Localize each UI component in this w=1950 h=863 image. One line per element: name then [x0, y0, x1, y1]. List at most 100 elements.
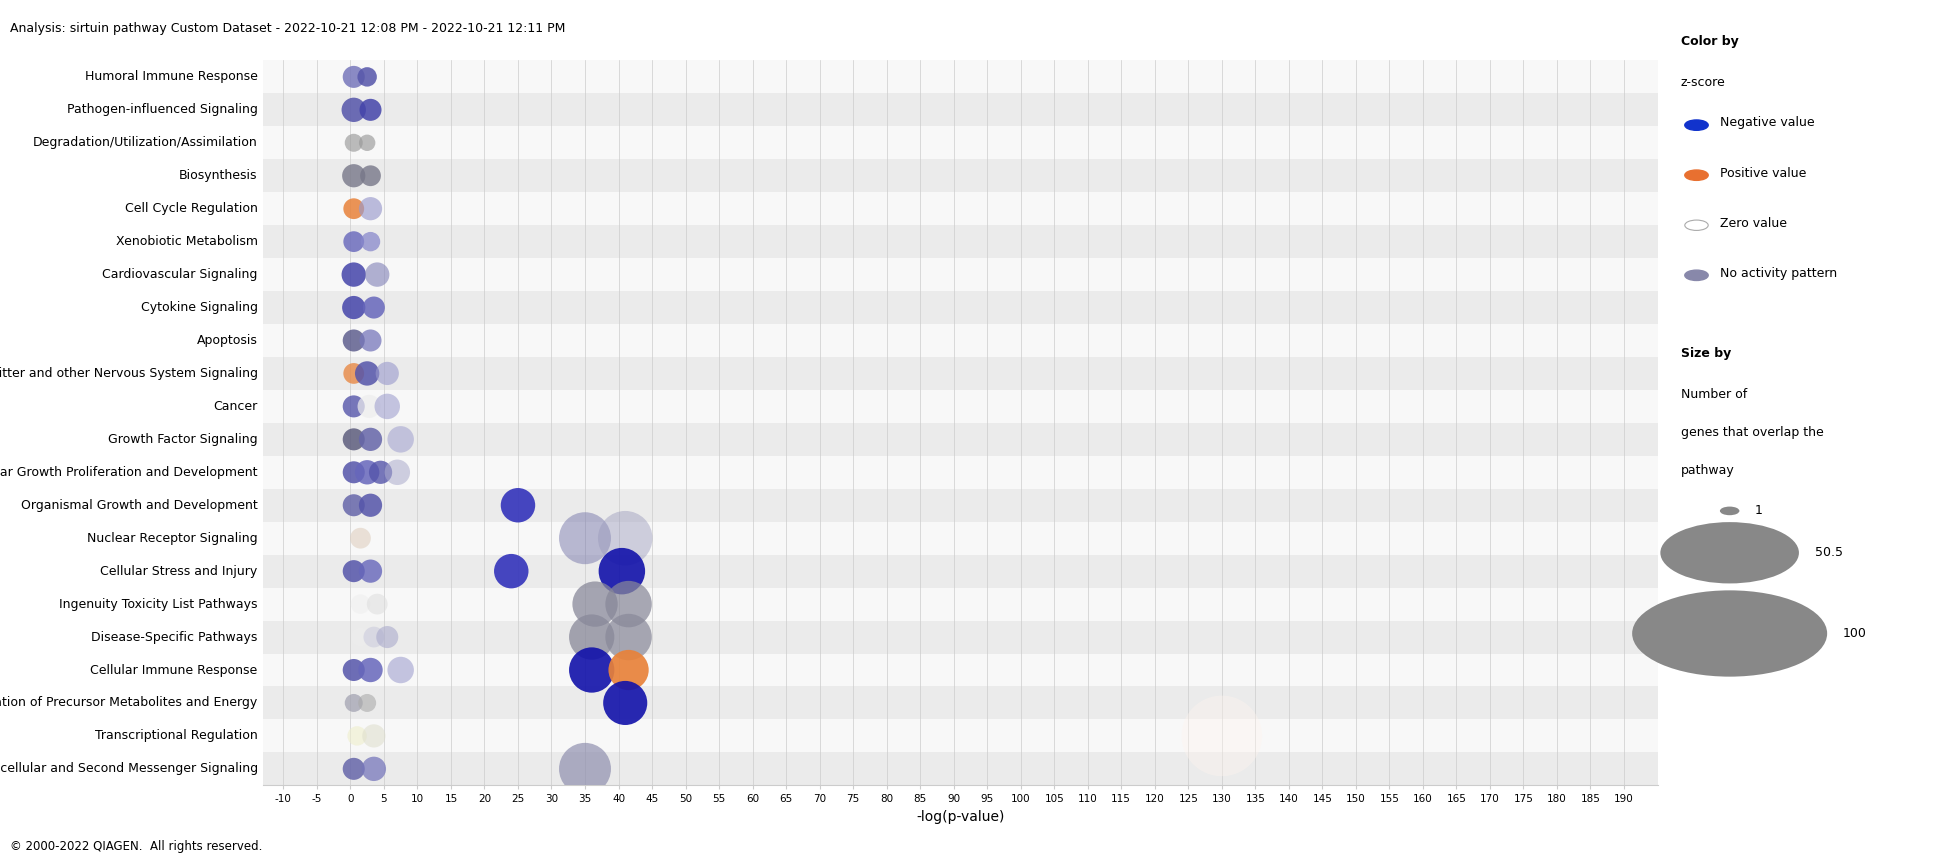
Text: Positive value: Positive value	[1720, 167, 1806, 180]
Point	[355, 235, 386, 249]
Bar	[263, 357, 1658, 390]
Text: Size by: Size by	[1681, 347, 1732, 360]
Point	[351, 70, 382, 84]
Bar	[263, 456, 1658, 488]
Point	[337, 465, 369, 479]
Point	[337, 334, 369, 348]
Point	[575, 630, 606, 644]
Point	[337, 663, 369, 677]
Point	[337, 367, 369, 381]
Text: z-score: z-score	[1681, 76, 1726, 89]
Text: 100: 100	[1843, 627, 1866, 640]
Point	[495, 564, 526, 578]
Text: Color by: Color by	[1681, 35, 1739, 47]
Bar	[263, 686, 1658, 720]
Bar	[263, 93, 1658, 126]
Bar	[263, 324, 1658, 357]
Text: genes that overlap the: genes that overlap the	[1681, 426, 1823, 439]
Point	[351, 696, 382, 710]
Point	[359, 630, 390, 644]
Point	[612, 663, 644, 677]
Text: Analysis: sirtuin pathway Custom Dataset - 2022-10-21 12:08 PM - 2022-10-21 12:1: Analysis: sirtuin pathway Custom Dataset…	[10, 22, 566, 35]
Point	[1207, 729, 1238, 743]
Point	[337, 498, 369, 512]
Point	[569, 762, 601, 776]
Text: 50.5: 50.5	[1815, 546, 1843, 559]
Bar	[263, 291, 1658, 324]
Point	[351, 135, 382, 149]
Point	[579, 597, 610, 611]
Point	[345, 630, 376, 644]
Bar	[263, 258, 1658, 291]
Point	[353, 400, 384, 413]
Point	[337, 564, 369, 578]
Point	[610, 696, 642, 710]
Bar	[263, 488, 1658, 522]
Point	[365, 465, 396, 479]
Point	[355, 564, 386, 578]
Point	[372, 630, 404, 644]
Bar	[263, 160, 1658, 192]
Bar	[263, 620, 1658, 653]
Point	[355, 202, 386, 216]
Point	[361, 597, 392, 611]
Point	[337, 400, 369, 413]
Text: © 2000-2022 QIAGEN.  All rights reserved.: © 2000-2022 QIAGEN. All rights reserved.	[10, 840, 261, 853]
Point	[355, 498, 386, 512]
Bar	[263, 60, 1658, 93]
Point	[337, 268, 369, 281]
Point	[612, 630, 644, 644]
Text: No activity pattern: No activity pattern	[1720, 267, 1837, 280]
Point	[345, 532, 376, 545]
Point	[337, 696, 369, 710]
Bar	[263, 390, 1658, 423]
Bar	[263, 588, 1658, 620]
X-axis label: -log(p-value): -log(p-value)	[916, 809, 1004, 824]
Text: 1: 1	[1755, 504, 1763, 518]
Point	[355, 432, 386, 446]
Point	[361, 268, 392, 281]
Bar	[263, 753, 1658, 785]
Text: pathway: pathway	[1681, 464, 1736, 477]
Point	[569, 532, 601, 545]
Point	[345, 597, 376, 611]
Point	[355, 169, 386, 183]
Point	[610, 532, 642, 545]
Bar	[263, 423, 1658, 456]
Point	[337, 135, 369, 149]
Point	[337, 300, 369, 314]
Bar	[263, 522, 1658, 555]
Point	[351, 465, 382, 479]
Point	[337, 169, 369, 183]
Point	[355, 103, 386, 117]
Bar	[263, 720, 1658, 753]
Point	[337, 432, 369, 446]
Point	[372, 400, 404, 413]
Point	[606, 564, 638, 578]
Point	[355, 663, 386, 677]
Text: Number of: Number of	[1681, 388, 1747, 401]
Point	[337, 235, 369, 249]
Point	[503, 498, 534, 512]
Point	[355, 334, 386, 348]
Point	[575, 663, 606, 677]
Point	[351, 367, 382, 381]
Point	[359, 300, 390, 314]
Point	[337, 762, 369, 776]
Bar	[263, 555, 1658, 588]
Point	[612, 597, 644, 611]
Point	[382, 465, 413, 479]
Point	[337, 70, 369, 84]
Bar	[263, 225, 1658, 258]
Point	[372, 367, 404, 381]
Bar	[263, 653, 1658, 686]
Text: Zero value: Zero value	[1720, 217, 1786, 230]
Point	[337, 103, 369, 117]
Point	[384, 432, 415, 446]
Bar	[263, 126, 1658, 160]
Point	[384, 663, 415, 677]
Point	[359, 729, 390, 743]
Point	[359, 762, 390, 776]
Text: Negative value: Negative value	[1720, 117, 1815, 129]
Point	[337, 202, 369, 216]
